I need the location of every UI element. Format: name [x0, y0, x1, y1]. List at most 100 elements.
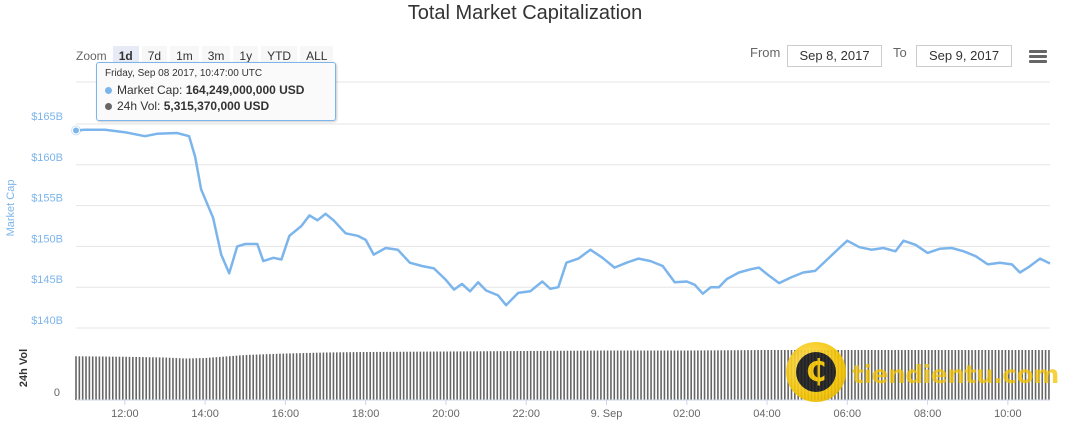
volume-bar	[586, 350, 589, 400]
zoom-ytd-button[interactable]: YTD	[261, 46, 298, 66]
volume-bar	[516, 351, 519, 400]
zoom-1y-button[interactable]: 1y	[233, 46, 259, 66]
volume-bar	[172, 357, 174, 400]
volume-bar	[737, 350, 739, 400]
y-tick-label: $160B	[31, 152, 63, 164]
zoom-7d-button[interactable]: 7d	[141, 46, 168, 66]
volume-bar	[503, 351, 505, 400]
volume-bar	[376, 351, 378, 400]
volume-bar	[496, 351, 499, 400]
volume-bar	[379, 351, 382, 400]
volume-bar	[563, 350, 565, 400]
watermark-logo: ₵ tiendientu.com	[786, 342, 1059, 404]
volume-bar	[690, 350, 692, 400]
x-tick-label: 18:00	[352, 408, 380, 420]
volume-bar	[536, 350, 539, 400]
volume-bar	[603, 350, 606, 400]
volume-bar	[643, 350, 646, 400]
volume-bar	[693, 350, 696, 400]
zoom-1m-button[interactable]: 1m	[170, 46, 199, 66]
volume-bar	[302, 353, 305, 400]
volume-bar	[135, 356, 137, 400]
volume-bar	[459, 351, 462, 400]
volume-bar	[666, 350, 669, 400]
tooltip-market-cap-row: Market Cap: 164,249,000,000 USD	[105, 83, 304, 97]
volume-bar	[339, 352, 341, 400]
volume-bar	[723, 350, 726, 400]
volume-bar	[225, 356, 228, 400]
to-date-input[interactable]: Sep 9, 2017	[916, 45, 1012, 67]
volume-bar	[295, 353, 298, 400]
zoom-3m-button[interactable]: 3m	[201, 46, 231, 66]
x-tick-label: 14:00	[191, 408, 219, 420]
volume-bar	[369, 351, 372, 400]
volume-bar	[312, 352, 315, 400]
hamburger-menu-icon[interactable]	[1029, 50, 1047, 64]
volume-bar	[85, 356, 87, 400]
volume-bar	[228, 356, 231, 400]
volume-bar	[292, 353, 295, 400]
volume-bar	[138, 357, 141, 400]
volume-bar	[613, 350, 616, 400]
volume-bar	[392, 351, 395, 400]
volume-bar	[526, 350, 529, 400]
volume-bar	[155, 357, 158, 400]
volume-bar	[580, 350, 582, 400]
volume-bar	[101, 356, 104, 400]
volume-bar	[148, 357, 151, 400]
hover-marker	[72, 126, 80, 135]
volume-bar	[356, 352, 358, 400]
volume-bar	[486, 351, 489, 400]
volume-bar	[432, 351, 435, 400]
volume-bar	[386, 351, 388, 400]
volume-bar	[677, 350, 679, 400]
zoom-all-button[interactable]: ALL	[300, 46, 334, 66]
volume-bar	[272, 353, 275, 400]
volume-bar	[285, 353, 288, 400]
volume-bar	[493, 351, 495, 400]
volume-bar	[743, 350, 746, 400]
volume-bar	[523, 351, 525, 400]
volume-bar	[449, 351, 452, 400]
volume-bar	[610, 350, 612, 400]
volume-bar	[673, 350, 676, 400]
tooltip-volume-row: 24h Vol: 5,315,370,000 USD	[105, 99, 269, 113]
volume-bar	[730, 350, 733, 400]
volume-bar	[185, 358, 188, 400]
x-tick-label: 16:00	[272, 408, 300, 420]
volume-bar	[680, 350, 682, 400]
volume-bar	[389, 351, 392, 400]
volume-bar	[158, 357, 161, 400]
volume-bar	[235, 355, 238, 400]
volume-bar	[429, 351, 432, 400]
volume-bar	[232, 355, 234, 400]
volume-bar	[366, 351, 368, 400]
from-date-input[interactable]: Sep 8, 2017	[787, 45, 882, 67]
volume-bar	[178, 358, 181, 400]
volume-bar	[556, 350, 559, 400]
volume-bar	[633, 350, 636, 400]
volume-bar	[687, 350, 689, 400]
volume-bar	[710, 350, 713, 400]
volume-bar	[128, 356, 131, 400]
tooltip-date: Friday, Sep 08 2017, 10:47:00 UTC	[105, 68, 263, 79]
volume-bar	[122, 356, 124, 400]
volume-bar	[406, 351, 408, 400]
volume-bar	[700, 350, 703, 400]
volume-bar	[382, 351, 385, 400]
volume-bar	[513, 351, 515, 400]
y-tick-label: $155B	[31, 193, 63, 205]
volume-bar	[342, 352, 345, 400]
volume-bar	[596, 350, 599, 400]
volume-bar	[650, 350, 652, 400]
volume-bar	[553, 350, 555, 400]
volume-bar	[656, 350, 659, 400]
volume-bar	[422, 351, 425, 400]
zoom-1d-button[interactable]: 1d	[112, 46, 139, 66]
volume-bar	[663, 350, 666, 400]
volume-bar	[315, 352, 318, 400]
volume-bar	[402, 351, 405, 400]
volume-bar	[670, 350, 672, 400]
volume-bar	[549, 350, 552, 400]
volume-bar	[205, 357, 208, 400]
